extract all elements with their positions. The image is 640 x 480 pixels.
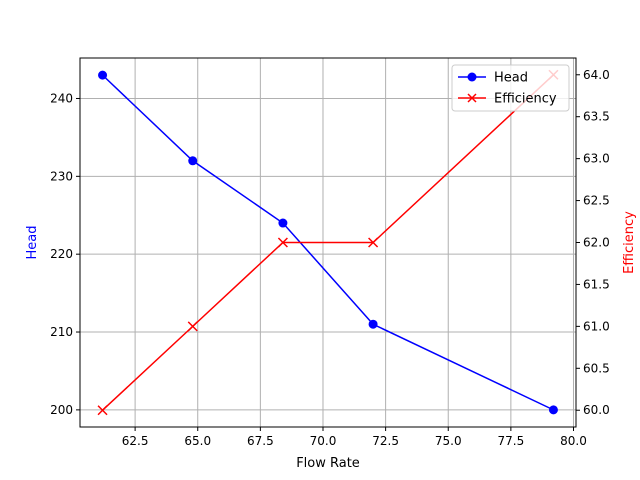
x-tick-label: 62.5 xyxy=(122,434,149,448)
data-point-marker xyxy=(548,405,558,415)
y-tick-label-right: 63.5 xyxy=(583,110,610,124)
data-point-marker xyxy=(368,319,378,329)
y-axis-label-left: Head xyxy=(25,226,40,260)
x-tick-label: 67.5 xyxy=(247,434,274,448)
x-tick-label: 70.0 xyxy=(310,434,337,448)
y-tick-label-right: 64.0 xyxy=(583,68,610,82)
y-tick-label-right: 61.0 xyxy=(583,319,610,333)
y-tick-label-left: 210 xyxy=(50,325,73,339)
data-point-marker xyxy=(97,405,108,416)
y-tick-label-right: 60.5 xyxy=(583,361,610,375)
data-point-marker xyxy=(277,237,288,248)
data-point-marker xyxy=(278,218,288,228)
legend-marker-circle-icon xyxy=(467,72,477,82)
data-point-marker xyxy=(98,70,108,80)
x-tick-label: 77.5 xyxy=(498,434,525,448)
y-axis-label-right: Efficiency xyxy=(622,211,637,274)
x-axis-label: Flow Rate xyxy=(296,456,360,471)
data-point-marker xyxy=(188,156,198,166)
y-tick-label-right: 61.5 xyxy=(583,277,610,291)
y-tick-label-left: 200 xyxy=(50,403,73,417)
y-tick-label-right: 62.0 xyxy=(583,236,610,250)
x-tick-label: 72.5 xyxy=(372,434,399,448)
series-line-efficiency xyxy=(102,74,554,411)
x-tick-label: 75.0 xyxy=(435,434,462,448)
x-tick-label: 80.0 xyxy=(560,434,587,448)
legend-marker-x-icon xyxy=(467,93,477,103)
y-tick-label-right: 60.0 xyxy=(583,403,610,417)
y-tick-label-left: 230 xyxy=(50,169,73,183)
data-point-marker xyxy=(368,237,379,248)
y-tick-label-left: 240 xyxy=(50,91,73,105)
legend-label: Efficiency xyxy=(494,92,557,107)
legend-label: Head xyxy=(494,71,528,86)
data-point-marker xyxy=(187,321,198,332)
y-tick-label-right: 62.5 xyxy=(583,194,610,208)
x-tick-label: 65.0 xyxy=(184,434,211,448)
y-tick-label-right: 63.0 xyxy=(583,152,610,166)
y-tick-label-left: 220 xyxy=(50,247,73,261)
